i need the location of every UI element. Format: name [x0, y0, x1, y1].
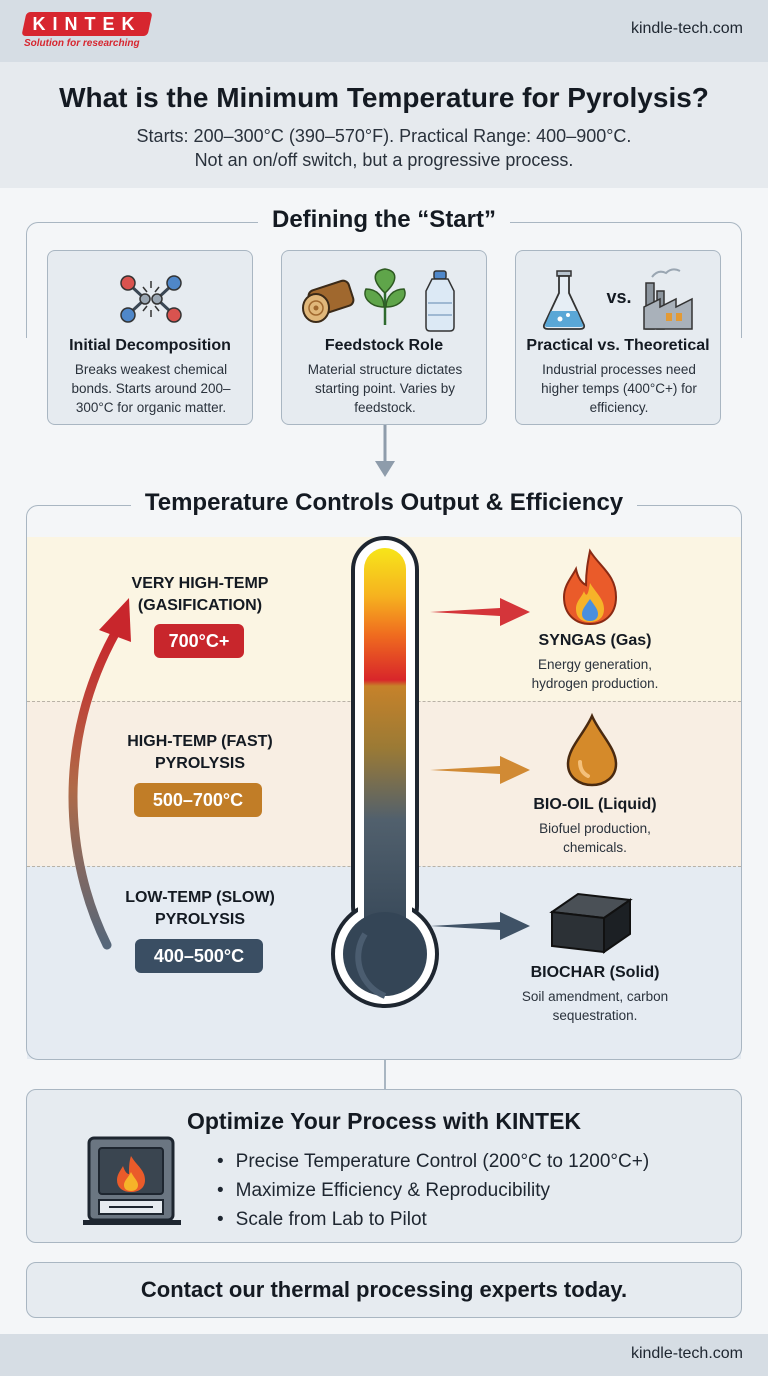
page-subtitle: Starts: 200–300°C (390–570°F). Practical… [0, 124, 768, 172]
kintek-logo[interactable]: KINTEK [21, 12, 153, 36]
stage-label-high: HIGH-TEMP (FAST) PYROLYSIS [127, 733, 273, 772]
stage-label-low: LOW-TEMP (SLOW) PYROLYSIS [125, 889, 275, 928]
controls-section-title-wrap: Temperature Controls Output & Efficiency [0, 489, 768, 517]
range-pill-very-high: 700°C+ [154, 624, 244, 658]
product-desc-bio-oil: Biofuel production, chemicals. [539, 821, 651, 855]
furnace-icon [83, 1136, 181, 1225]
site-url-bottom[interactable]: kindle-tech.com [630, 1345, 743, 1362]
rising-temp-arrow [68, 598, 131, 950]
product-name-syngas: SYNGAS (Gas) [538, 632, 652, 649]
contact-cta-button[interactable]: Contact our thermal processing experts t… [26, 1262, 742, 1318]
optimize-box: Optimize Your Process with KINTEK Precis… [26, 1089, 742, 1243]
stage-label-very-high: VERY HIGH-TEMP (GASIFICATION) [131, 575, 269, 614]
oil-drop-icon [566, 712, 618, 787]
logo-tagline: Solution for researching [24, 38, 140, 49]
subtitle-line-1: Starts: 200–300°C (390–570°F). Practical… [136, 126, 632, 146]
optimize-benefits-list: Precise Temperature Control (200°C to 12… [217, 1147, 650, 1234]
site-url-top[interactable]: kindle-tech.com [630, 20, 743, 37]
defining-section-title: Defining the “Start” [257, 206, 510, 233]
product-desc-biochar: Soil amendment, carbon sequestration. [521, 989, 669, 1023]
product-desc-syngas: Energy generation, hydrogen production. [531, 657, 659, 691]
leaf-icon [364, 268, 406, 325]
benefit-item: Precise Temperature Control (200°C to 12… [217, 1147, 650, 1176]
subtitle-line-2: Not an on/off switch, but a progressive … [194, 150, 574, 170]
plastic-bottle-icon [425, 270, 455, 332]
card-desc-practical-vs-theoretical: Industrial processes need higher temps (… [541, 362, 697, 415]
flame-icon [562, 548, 618, 626]
molecule-bonds-icon [48, 263, 252, 335]
down-arrow-connector [375, 425, 395, 477]
controls-section-title: Temperature Controls Output & Efficiency [130, 489, 638, 516]
card-desc-feedstock-role: Material structure dictates starting poi… [307, 362, 463, 415]
product-name-bio-oil: BIO-OIL (Liquid) [533, 796, 657, 813]
product-name-biochar: BIOCHAR (Solid) [530, 964, 660, 981]
range-pill-low: 400–500°C [135, 939, 263, 973]
header-banner: What is the Minimum Temperature for Pyro… [0, 62, 768, 188]
thermometer-icon [331, 536, 439, 1008]
footer-bar: kindle-tech.com [0, 1334, 768, 1376]
log-icon [302, 279, 355, 323]
arrow-to-syngas [430, 598, 530, 626]
card-feedstock-role: Feedstock Role Material structure dictat… [281, 250, 487, 425]
range-pill-high: 500–700°C [134, 783, 262, 817]
top-bar: KINTEK Solution for researching kindle-t… [0, 0, 768, 62]
flask-icon [542, 270, 586, 330]
vs-label: vs. [606, 287, 632, 307]
arrow-to-bio-oil [430, 756, 530, 784]
benefit-item: Scale from Lab to Pilot [217, 1205, 649, 1234]
flask-vs-factory-icon: vs. [516, 263, 720, 335]
page-title: What is the Minimum Temperature for Pyro… [59, 82, 709, 113]
card-title-feedstock-role: Feedstock Role [324, 337, 444, 354]
connector-line [384, 1060, 386, 1089]
feedstock-icon [282, 263, 486, 335]
arrow-to-biochar [430, 912, 530, 940]
defining-section-title-wrap: Defining the “Start” [0, 206, 768, 234]
optimize-title: Optimize Your Process with KINTEK [186, 1108, 582, 1134]
card-practical-vs-theoretical: vs. Practical vs. Theoretical Industrial… [515, 250, 721, 425]
card-desc-initial-decomposition: Breaks weakest chemical bonds. Starts ar… [71, 362, 231, 415]
card-initial-decomposition: Initial Decomposition Breaks weakest che… [47, 250, 253, 425]
biochar-block-icon [549, 892, 633, 954]
card-title-practical-vs-theoretical: Practical vs. Theoretical [526, 337, 710, 354]
card-title-initial-decomposition: Initial Decomposition [69, 337, 231, 354]
benefit-item: Maximize Efficiency & Reproducibility [217, 1176, 649, 1205]
factory-icon [643, 268, 693, 330]
logo-text: KINTEK [32, 14, 142, 34]
